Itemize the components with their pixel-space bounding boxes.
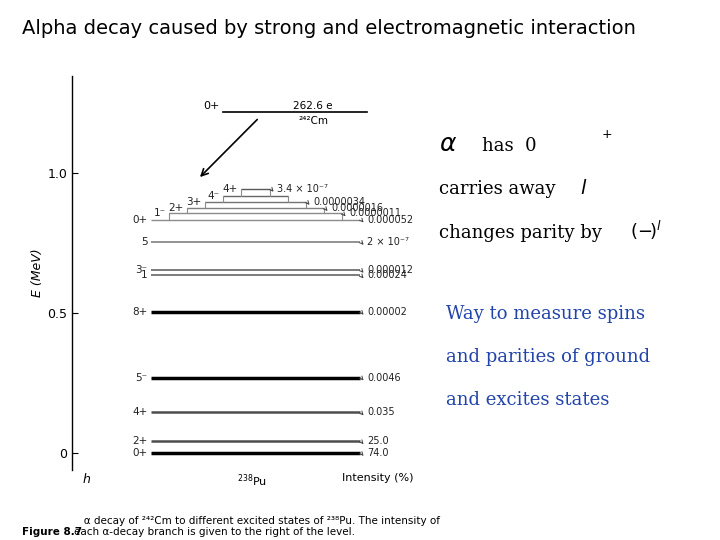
Text: 262.6 e: 262.6 e	[294, 100, 333, 111]
Text: α decay of ²⁴²Cm to different excited states of ²³⁸Pu. The intensity of
each α-d: α decay of ²⁴²Cm to different excited st…	[74, 516, 440, 537]
Text: 2+: 2+	[168, 203, 184, 213]
Y-axis label: E (MeV): E (MeV)	[32, 248, 45, 297]
Text: 2 × 10⁻⁷: 2 × 10⁻⁷	[367, 237, 409, 247]
Text: changes parity by: changes parity by	[439, 224, 608, 241]
Text: $(-\!)^l$: $(-\!)^l$	[630, 219, 662, 242]
Text: 0.0000016: 0.0000016	[331, 203, 383, 213]
Text: 0.000012: 0.000012	[367, 265, 413, 275]
Text: 4+: 4+	[222, 184, 238, 194]
Text: 4⁻: 4⁻	[207, 191, 220, 201]
Text: 0.000052: 0.000052	[367, 214, 413, 225]
Text: 1: 1	[141, 271, 148, 280]
Text: 0.00024: 0.00024	[367, 271, 407, 280]
Text: 4+: 4+	[132, 408, 148, 417]
Text: h: h	[83, 472, 90, 485]
Text: 0+: 0+	[132, 448, 148, 458]
Text: and parities of ground: and parities of ground	[446, 348, 651, 366]
Text: 5: 5	[141, 237, 148, 247]
Text: 1⁻: 1⁻	[153, 208, 166, 219]
Text: 2+: 2+	[132, 436, 148, 446]
Text: 25.0: 25.0	[367, 436, 389, 446]
Text: 3.4 × 10⁻⁷: 3.4 × 10⁻⁷	[277, 184, 328, 194]
Text: +: +	[601, 127, 612, 141]
Text: 8+: 8+	[132, 307, 148, 317]
Text: Way to measure spins: Way to measure spins	[446, 305, 645, 322]
Text: Figure 8.7: Figure 8.7	[22, 527, 82, 537]
Text: Intensity (%): Intensity (%)	[342, 472, 414, 483]
Text: 0.0000011: 0.0000011	[349, 208, 401, 219]
Text: carries away: carries away	[439, 180, 562, 198]
Text: ²⁴²Cm: ²⁴²Cm	[298, 116, 328, 126]
Text: 0.0000034: 0.0000034	[313, 197, 365, 207]
Text: $l$: $l$	[580, 179, 587, 198]
Text: 0+: 0+	[203, 100, 220, 111]
Text: $^{238}$Pu: $^{238}$Pu	[237, 472, 267, 489]
Text: $\alpha$: $\alpha$	[439, 132, 457, 156]
Text: Alpha decay caused by strong and electromagnetic interaction: Alpha decay caused by strong and electro…	[22, 19, 636, 38]
Text: 3⁻: 3⁻	[135, 265, 148, 275]
Text: 5⁻: 5⁻	[135, 373, 148, 382]
Text: 74.0: 74.0	[367, 448, 389, 458]
Text: has  0: has 0	[482, 137, 537, 155]
Text: 0.035: 0.035	[367, 408, 395, 417]
Text: 0.0046: 0.0046	[367, 373, 401, 382]
Text: and excites states: and excites states	[446, 391, 610, 409]
Text: 3+: 3+	[186, 197, 202, 207]
Text: 0.00002: 0.00002	[367, 307, 407, 317]
Text: 0+: 0+	[132, 214, 148, 225]
